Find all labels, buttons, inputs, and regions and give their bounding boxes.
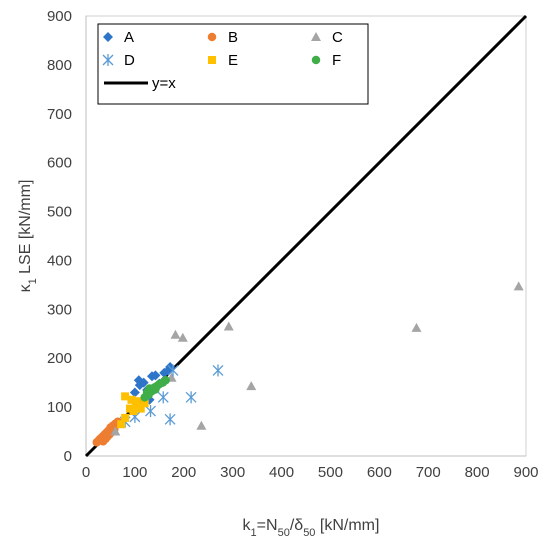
point-b bbox=[103, 432, 112, 441]
y-tick-label: 500 bbox=[47, 204, 72, 221]
y-tick-label: 300 bbox=[47, 301, 72, 318]
point-d bbox=[185, 391, 197, 404]
point-b bbox=[95, 435, 104, 444]
x-tick-label: 200 bbox=[171, 464, 196, 481]
legend-marker-a bbox=[103, 32, 113, 42]
point-d bbox=[164, 413, 176, 426]
y-tick-label: 200 bbox=[47, 350, 72, 367]
point-d bbox=[212, 364, 224, 377]
tick-labels-layer: 0 100 200 300 400 500 600 700 800 900 0 100 200 300 40… bbox=[47, 8, 539, 481]
legend-marker-f bbox=[311, 55, 321, 65]
point-c bbox=[196, 420, 207, 430]
y-tick-label: 0 bbox=[64, 448, 72, 465]
x-tick-label: 600 bbox=[367, 464, 392, 481]
legend-marker-d bbox=[102, 54, 114, 66]
point-c bbox=[223, 321, 234, 331]
x-tick-label: 700 bbox=[416, 464, 441, 481]
point-e bbox=[121, 392, 130, 401]
legend-label-b: B bbox=[228, 29, 238, 46]
x-tick-label: 400 bbox=[269, 464, 294, 481]
y-tick-label: 100 bbox=[47, 399, 72, 416]
y-tick-label: 700 bbox=[47, 106, 72, 123]
point-e bbox=[136, 404, 145, 413]
x-tick-label: 0 bbox=[82, 464, 90, 481]
legend-marker-b bbox=[207, 32, 217, 42]
point-a bbox=[129, 387, 140, 398]
point-e bbox=[129, 407, 138, 416]
point-c bbox=[411, 322, 422, 332]
x-axis-title: k1=N50/δ50 [kN/mm] bbox=[243, 517, 380, 539]
point-c bbox=[177, 332, 188, 342]
y-axis-title: κ1 LSE [kN/mm] bbox=[17, 180, 39, 293]
legend-label-f: F bbox=[332, 52, 341, 69]
series-c bbox=[110, 281, 524, 436]
plot-axes bbox=[85, 15, 527, 457]
x-tick-label: 800 bbox=[465, 464, 490, 481]
x-tick-label: 300 bbox=[220, 464, 245, 481]
x-tick-label: 900 bbox=[513, 464, 538, 481]
y-tick-label: 900 bbox=[47, 8, 72, 25]
legend-label-c: C bbox=[332, 29, 343, 46]
y-tick-label: 800 bbox=[47, 57, 72, 74]
legend-marker-c bbox=[311, 32, 321, 41]
data-points-layer bbox=[92, 281, 524, 447]
point-f bbox=[161, 375, 170, 385]
legend: A B C D E Fy=x bbox=[97, 23, 369, 105]
y-tick-label: 600 bbox=[47, 155, 72, 172]
point-e bbox=[117, 420, 126, 429]
y-tick-label: 400 bbox=[47, 252, 72, 269]
point-c bbox=[110, 426, 121, 436]
point-c bbox=[513, 281, 524, 291]
x-tick-label: 100 bbox=[122, 464, 147, 481]
point-e bbox=[121, 413, 130, 422]
series-e bbox=[117, 392, 149, 429]
point-a bbox=[150, 370, 161, 381]
legend-label-d: D bbox=[124, 52, 135, 69]
legend-label-e: E bbox=[228, 52, 238, 69]
legend-box bbox=[97, 23, 369, 105]
point-e bbox=[127, 395, 136, 404]
point-e bbox=[140, 399, 149, 408]
point-c bbox=[246, 381, 257, 391]
legend-label-a: A bbox=[124, 29, 134, 46]
legend-marker-e bbox=[208, 56, 216, 64]
point-d bbox=[157, 391, 169, 404]
legend-label-y-equals-x: y=x bbox=[152, 75, 176, 92]
x-tick-label: 500 bbox=[318, 464, 343, 481]
point-d bbox=[145, 405, 156, 418]
series-f bbox=[140, 375, 170, 402]
point-f bbox=[151, 385, 160, 394]
point-c bbox=[170, 329, 181, 339]
point-d bbox=[167, 364, 179, 377]
point-a bbox=[138, 377, 149, 388]
point-e bbox=[132, 397, 141, 406]
